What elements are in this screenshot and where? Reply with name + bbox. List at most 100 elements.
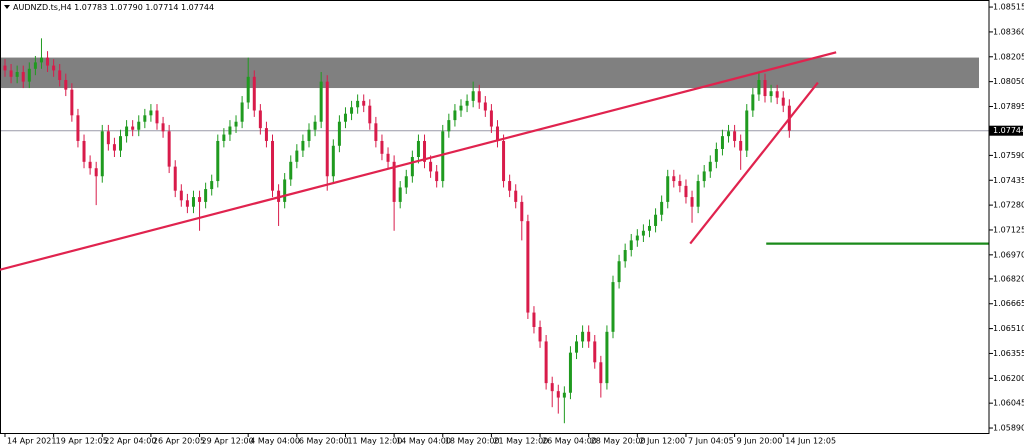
candle-body xyxy=(100,131,104,177)
candle-body xyxy=(562,392,566,398)
candle-body xyxy=(3,65,7,71)
candle-body xyxy=(520,201,524,222)
candle-body xyxy=(514,190,518,202)
candle-body xyxy=(58,70,62,81)
candle-body xyxy=(368,105,372,124)
candle-body xyxy=(629,240,633,251)
candle-body xyxy=(775,91,779,98)
candle-body xyxy=(423,140,427,162)
candle-body xyxy=(617,261,621,283)
candle-body xyxy=(714,148,718,162)
y-tick-label: 1.08050 xyxy=(993,77,1024,86)
plot-area xyxy=(0,38,989,424)
x-tick-label: 28 May 20:00 xyxy=(591,437,646,446)
candle-body xyxy=(757,80,761,95)
candle-body xyxy=(532,312,536,327)
candle-body xyxy=(483,102,487,111)
candle-body xyxy=(125,126,129,137)
candle-body xyxy=(155,110,159,124)
x-tick-label: 11 May 12:00 xyxy=(347,437,402,446)
candle-body xyxy=(161,123,165,132)
candle-body xyxy=(386,153,390,162)
candle-body xyxy=(15,72,19,77)
candle-body xyxy=(453,110,457,121)
current-price-tag xyxy=(989,125,1023,136)
candle-body xyxy=(751,94,755,111)
y-tick-label: 1.08205 xyxy=(993,52,1024,61)
candle-body xyxy=(198,197,202,202)
candle-body xyxy=(222,134,226,141)
y-tick-label: 1.07590 xyxy=(993,151,1024,160)
x-tick-label: 4 May 04:00 xyxy=(250,437,300,446)
candle-body xyxy=(581,331,585,342)
candle-body xyxy=(508,181,512,191)
candle-body xyxy=(654,214,658,226)
candle-body xyxy=(447,120,451,132)
candle-body xyxy=(587,331,591,342)
candle-body xyxy=(720,136,724,149)
candle-body xyxy=(544,341,548,384)
menu-arrow[interactable] xyxy=(4,5,10,9)
candle-body xyxy=(398,187,402,202)
y-tick-label: 1.08360 xyxy=(993,27,1024,36)
candle-body xyxy=(678,181,682,186)
candle-body xyxy=(502,140,506,182)
candle-body xyxy=(21,72,25,82)
x-tick-label: 22 Apr 04:00 xyxy=(104,437,156,446)
x-tick-label: 19 Apr 12:05 xyxy=(56,437,108,446)
y-tick-label: 1.07435 xyxy=(993,176,1024,185)
trendline xyxy=(689,81,819,245)
candle-body xyxy=(350,107,354,114)
x-tick-label: 2 Jun 12:00 xyxy=(639,437,685,446)
candle-body xyxy=(599,362,603,384)
candle-body xyxy=(781,97,785,106)
candle-body xyxy=(556,391,560,398)
candle-body xyxy=(362,100,366,106)
candle-body xyxy=(131,126,135,130)
candle-body xyxy=(459,105,463,111)
candle-body xyxy=(210,181,214,190)
candle-body xyxy=(88,161,92,169)
candle-body xyxy=(70,89,74,116)
candle-body xyxy=(702,171,706,182)
candle-body xyxy=(410,157,414,177)
candle-body xyxy=(258,110,262,129)
candle-body xyxy=(252,76,256,111)
candle-body xyxy=(708,161,712,172)
candle-body xyxy=(380,140,384,154)
y-tick-label: 1.07895 xyxy=(993,102,1024,111)
candle-body xyxy=(660,201,664,215)
candle-body xyxy=(666,176,670,202)
x-tick-label: 14 May 04:00 xyxy=(396,437,451,446)
candle-body xyxy=(119,136,123,151)
candle-body xyxy=(593,341,597,363)
candle-body xyxy=(416,140,420,158)
candle-body xyxy=(611,282,615,332)
candle-body xyxy=(374,123,378,141)
candle-body xyxy=(325,81,329,177)
y-tick-label: 1.07125 xyxy=(993,225,1024,234)
x-tick-label: 29 Apr 12:00 xyxy=(202,437,254,446)
candle-body xyxy=(149,110,153,116)
candle-body xyxy=(94,168,98,177)
candle-body xyxy=(635,235,639,241)
candle-body xyxy=(264,128,268,141)
candle-body xyxy=(550,383,554,392)
candle-body xyxy=(283,179,287,202)
candle-body xyxy=(331,145,335,177)
y-tick-label: 1.07280 xyxy=(993,201,1024,210)
candle-body xyxy=(465,100,469,106)
candle-body xyxy=(489,110,493,127)
candle-body xyxy=(313,121,317,130)
candle-body xyxy=(27,68,31,82)
candle-body xyxy=(690,197,694,207)
x-tick-label: 14 Jun 12:05 xyxy=(785,437,836,446)
candle-body xyxy=(289,161,293,180)
y-tick-label: 1.06510 xyxy=(993,324,1024,333)
x-tick-label: 14 Apr 2021 xyxy=(7,437,56,446)
candle-body xyxy=(672,176,676,182)
candle-body xyxy=(46,57,50,66)
candle-body xyxy=(295,150,299,162)
x-tick-label: 7 Jun 04:05 xyxy=(688,437,734,446)
candle-body xyxy=(185,200,189,207)
